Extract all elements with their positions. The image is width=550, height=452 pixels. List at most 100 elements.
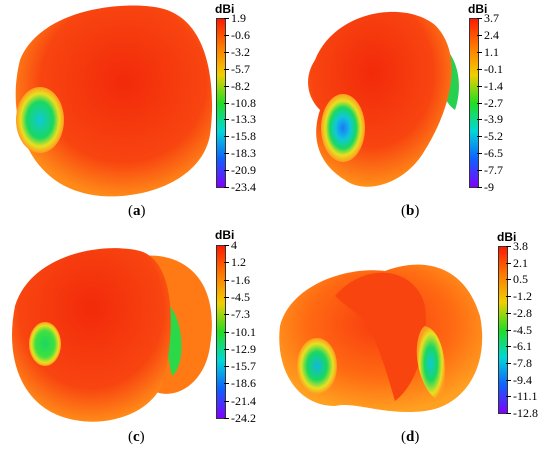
colorbar-tick-label: -23.4	[231, 180, 256, 194]
colorbar-tick-label: -12.9	[231, 341, 256, 356]
radiation-pattern-d	[279, 264, 483, 413]
colorbar-tick-label: -3.2	[231, 44, 250, 59]
colorbar-tick	[506, 379, 511, 381]
colorbar-tick-label: -4.5	[513, 322, 532, 337]
colorbar-unit: dBi	[497, 230, 517, 244]
colorbar-unit: dBi	[468, 2, 488, 16]
colorbar-tick-label: -10.8	[231, 95, 256, 110]
colorbar-tick	[224, 279, 229, 281]
colorbar-tick-label: -21.4	[231, 393, 256, 408]
radiation-pattern-b	[308, 11, 459, 187]
colorbar-tick-label: 2.4	[484, 27, 499, 42]
colorbar-tick	[224, 296, 229, 298]
colorbar-tick-label: -11.1	[513, 389, 538, 404]
colorbar-tick-label: -0.1	[484, 61, 503, 76]
colorbar-tick-label: -0.6	[231, 27, 250, 42]
colorbar-tick	[477, 51, 482, 53]
colorbar-tick	[224, 85, 229, 87]
colorbar-tick	[477, 119, 482, 121]
colorbar-tick-label: -1.4	[484, 78, 503, 93]
colorbar-tick-label: 3.7	[484, 11, 499, 25]
colorbar-tick-label: 1.2	[231, 255, 246, 270]
null-region	[16, 87, 64, 153]
null-region-left	[297, 338, 337, 394]
colorbar-tick	[477, 153, 482, 155]
colorbar-tick	[224, 383, 229, 385]
colorbar-tick-label: -7.7	[484, 163, 503, 178]
colorbar-tick	[224, 170, 229, 172]
colorbar-tick-label: -8.2	[231, 78, 250, 93]
colorbar-tick	[477, 102, 482, 104]
colorbar-tick-label: -15.8	[231, 129, 256, 144]
lobe-main	[308, 11, 452, 187]
colorbar-tick	[506, 329, 511, 331]
colorbar-tick	[506, 246, 511, 247]
panel-b: dBi (b) 3.7 2.4 1.1 -0.1 -1.4 -2.7 -3.9 -5.2 -6.…	[275, 0, 550, 226]
colorbar-tick	[224, 314, 229, 316]
colorbar-tick	[506, 346, 511, 348]
colorbar-tick-label: -1.2	[513, 289, 532, 304]
colorbar-tick	[224, 68, 229, 70]
colorbar-tick-label: -9.4	[513, 372, 532, 387]
lobe-ridge	[335, 272, 426, 401]
radiation-pattern-c	[12, 248, 212, 422]
colorbar-tick	[224, 51, 229, 53]
colorbar-tick-label: -2.7	[484, 95, 503, 110]
colorbar-tick-label: -6.5	[484, 146, 503, 161]
colorbar-tick	[477, 85, 482, 87]
panel-c: dBi (c) 4 1.2 -1.6 -4.5 -7.3 -10.1 -12.9 -15.7 -…	[0, 226, 275, 452]
caption-d: (d)	[401, 429, 420, 445]
colorbar-tick-label: -12.8	[513, 406, 538, 420]
colorbar-tick-label: -18.3	[231, 146, 256, 161]
panel-d: dBi (d) 3.8 2.1 0.5 -1.2 -2.8 -4.5 -6.1 -7.8 -9.…	[275, 226, 550, 452]
colorbar-tick	[224, 331, 229, 333]
colorbar-tick-label: -2.8	[513, 305, 532, 320]
colorbar-tick	[224, 400, 229, 402]
colorbar-tick-label: -13.3	[231, 112, 256, 127]
null-region	[29, 322, 61, 366]
colorbar-tick-label: -7.3	[231, 307, 250, 322]
colorbar-tick-label: -9	[484, 180, 494, 194]
colorbar-unit: dBi	[215, 2, 235, 16]
caption-c: (c)	[128, 429, 145, 445]
radiation-pattern-a	[15, 5, 213, 197]
colorbar-tick	[506, 296, 511, 298]
colorbar-tick-label: -3.9	[484, 112, 503, 127]
colorbar-tick	[477, 68, 482, 70]
colorbar-tick-label: -6.1	[513, 339, 532, 354]
panel-a: dBi (a) 1.9 -0.6 -3.2 -5.7 -8.2 -10.8 -13.3 -15…	[0, 0, 275, 226]
colorbar-tick-label: -18.6	[231, 376, 256, 391]
colorbar-tick	[506, 312, 511, 314]
colorbar-tick-label: -20.9	[231, 163, 256, 178]
colorbar-tick	[224, 187, 229, 188]
colorbar-tick	[224, 18, 229, 19]
colorbar-tick	[477, 18, 482, 19]
colorbar-tick-label: 1.9	[231, 11, 246, 25]
colorbar-tick	[224, 348, 229, 350]
colorbar-tick-label: -1.6	[231, 272, 250, 287]
caption-b: (b)	[401, 203, 420, 219]
lobe-main	[15, 5, 213, 197]
colorbar-tick-label: 1.1	[484, 44, 499, 59]
colorbar-tick-label: -5.7	[231, 61, 250, 76]
colorbar-tick	[477, 136, 482, 138]
colorbar-tick-label: 3.8	[513, 239, 528, 253]
colorbar-tick	[224, 136, 229, 138]
colorbar-tick	[506, 413, 511, 414]
colorbar-tick	[224, 262, 229, 264]
colorbar-tick-label: -24.2	[231, 411, 256, 425]
colorbar-tick-label: -15.7	[231, 359, 256, 374]
colorbar-tick	[477, 187, 482, 188]
null-region	[321, 94, 365, 162]
colorbar-tick-label: -10.1	[231, 324, 256, 339]
colorbar-tick-label: -4.5	[231, 289, 250, 304]
colorbar-tick	[224, 418, 229, 419]
colorbar-tick	[224, 102, 229, 104]
colorbar-tick-label: 0.5	[513, 272, 528, 287]
colorbar-tick-label: -5.2	[484, 129, 503, 144]
colorbar-unit: dBi	[215, 228, 235, 242]
colorbar-tick-label: -7.8	[513, 355, 532, 370]
colorbar-tick	[477, 34, 482, 36]
colorbar-tick-label: 2.1	[513, 255, 528, 270]
null-region-right	[416, 326, 445, 401]
